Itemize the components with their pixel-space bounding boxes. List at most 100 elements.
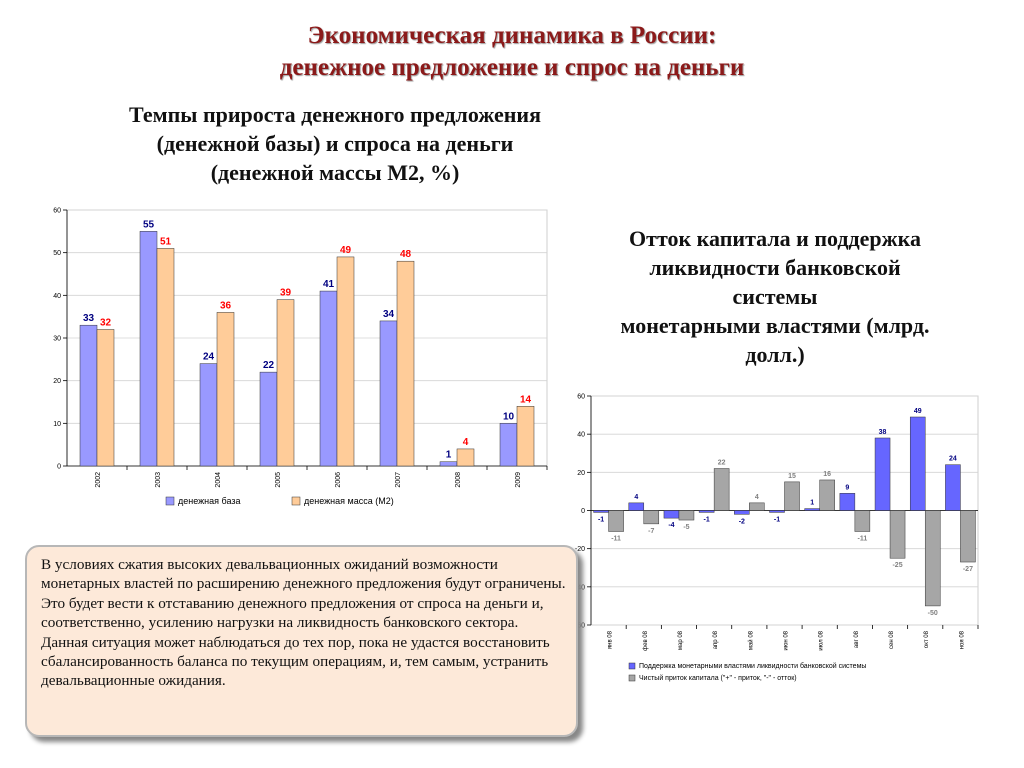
data-label: 9 <box>845 484 849 491</box>
bar <box>516 406 535 467</box>
data-label: 41 <box>323 279 335 290</box>
capital-chart-title-line-3: системы <box>732 284 818 309</box>
x-tick-label: 2005 <box>275 472 282 488</box>
x-tick-label: янв 08 <box>608 630 614 649</box>
capital-chart-title-line-5: долл.) <box>745 342 805 367</box>
bar <box>678 510 695 521</box>
y-tick-label: 10 <box>53 421 61 428</box>
bar <box>259 371 278 467</box>
bar <box>960 510 976 563</box>
data-label: -1 <box>598 516 604 523</box>
bar <box>593 510 609 513</box>
bar <box>713 468 730 511</box>
capital-chart-title: Отток капитала и поддержка ликвидности б… <box>580 224 970 369</box>
y-tick-label: 40 <box>577 432 585 439</box>
x-tick-label: 2006 <box>335 472 342 488</box>
bar <box>663 510 680 519</box>
data-label: 39 <box>280 288 292 299</box>
data-label: 24 <box>949 456 957 463</box>
data-label: -5 <box>683 524 689 531</box>
x-tick-label: 2007 <box>395 472 402 488</box>
bar <box>819 479 835 511</box>
bar <box>945 464 961 511</box>
data-label: -2 <box>739 518 745 525</box>
conclusion-note: В условиях сжатия высоких девальвационны… <box>25 545 578 737</box>
legend-swatch <box>628 662 636 670</box>
bar <box>734 510 750 515</box>
y-tick-label: 40 <box>53 293 61 300</box>
data-label: -27 <box>963 566 973 573</box>
bar <box>784 481 800 511</box>
data-label: 38 <box>879 429 887 436</box>
data-label: -50 <box>928 610 938 617</box>
money-chart-title-line-2: (денежной базы) и спроса на деньги <box>156 131 514 156</box>
data-label: -25 <box>892 562 902 569</box>
y-tick-label: 50 <box>53 250 61 257</box>
data-label: 49 <box>340 245 352 256</box>
bar <box>336 256 355 467</box>
data-label: 14 <box>520 394 532 405</box>
bar <box>96 329 115 467</box>
x-tick-label: фев 08 <box>643 630 649 650</box>
data-label: 4 <box>634 494 638 501</box>
bar <box>749 502 765 511</box>
legend-swatch <box>291 496 301 506</box>
bar <box>439 461 458 467</box>
data-label: 36 <box>220 300 232 311</box>
x-tick-label: июл 08 <box>819 630 825 650</box>
y-tick-label: -60 <box>575 623 585 630</box>
data-label: 10 <box>503 411 515 422</box>
data-label: 55 <box>143 219 155 230</box>
data-label: 32 <box>100 317 112 328</box>
x-tick-label: сен 08 <box>889 630 895 649</box>
bar <box>643 510 660 525</box>
bar <box>499 423 518 467</box>
data-label: 22 <box>718 460 726 467</box>
bar <box>804 508 820 511</box>
y-tick-label: 0 <box>57 464 61 471</box>
data-label: -4 <box>668 522 674 529</box>
data-label: 1 <box>446 450 452 461</box>
legend-label: денежная база <box>178 496 241 506</box>
data-label: 24 <box>203 352 215 363</box>
capital-flow-bar-chart: -60 -40 -20 0 20 40 60 янв 08 фев 08 мар 08 апр 08… <box>575 394 979 682</box>
y-tick-label: 60 <box>53 208 61 215</box>
bar <box>156 248 175 467</box>
x-tick-label: июн 08 <box>784 630 790 650</box>
legend-swatch <box>628 674 636 682</box>
bar <box>79 324 98 467</box>
money-chart-title-line-3: (денежной массы М2, %) <box>210 160 460 185</box>
bar <box>276 299 295 467</box>
bar <box>139 231 158 467</box>
data-label: 16 <box>823 471 831 478</box>
money-supply-bar-chart: 0 10 20 30 40 50 60 2002 2003 2004 2005 2006 2007 200… <box>53 208 548 506</box>
x-tick-label: май 08 <box>747 630 754 650</box>
bar <box>874 437 891 511</box>
x-tick-label: 2008 <box>455 472 462 488</box>
bar <box>854 510 871 532</box>
legend-label: Поддержка монетарными властями ликвиднос… <box>639 662 866 670</box>
bar <box>199 363 218 467</box>
data-label: 1 <box>810 500 814 507</box>
legend-swatch <box>165 496 175 506</box>
capital-chart-title-line-2: ликвидности банковской <box>649 255 901 280</box>
y-tick-label: 0 <box>581 508 585 515</box>
bar <box>769 510 785 513</box>
note-paragraph-1: В условиях сжатия высоких девальвационны… <box>41 556 566 632</box>
data-label: -11 <box>611 535 621 542</box>
data-label: -1 <box>774 516 780 523</box>
bar <box>319 290 338 467</box>
data-label: 33 <box>83 313 95 324</box>
bar <box>889 510 906 559</box>
x-tick-label: окт 08 <box>924 630 930 648</box>
x-tick-label: мар 08 <box>678 630 684 650</box>
legend-label: Чистый приток капитала ("+" - приток, "-… <box>639 674 797 682</box>
data-label: 34 <box>383 309 395 320</box>
bar <box>216 312 235 467</box>
bar <box>698 510 715 513</box>
slide-title-line-1: Экономическая динамика в России: <box>307 22 717 49</box>
x-tick-label: 2004 <box>215 472 222 488</box>
y-tick-label: 60 <box>577 394 585 401</box>
legend-label: денежная масса (М2) <box>304 496 394 506</box>
data-label: 48 <box>400 249 412 260</box>
